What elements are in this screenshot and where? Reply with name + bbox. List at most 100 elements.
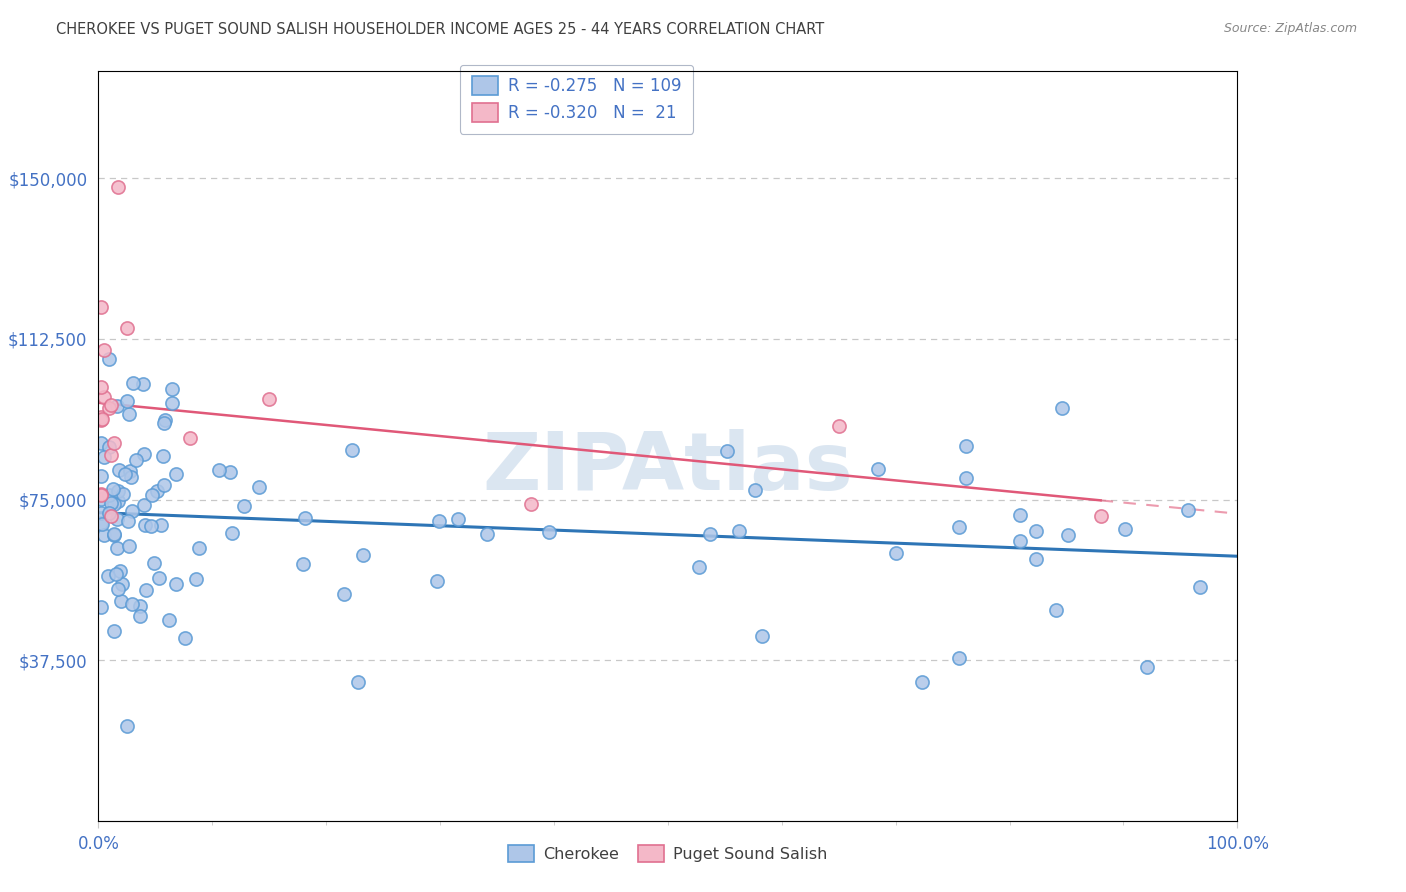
Point <box>186 572 208 586</box>
Point <box>135 582 157 597</box>
Point <box>1136 660 1159 674</box>
Point <box>475 526 498 541</box>
Point <box>688 559 710 574</box>
Point <box>107 180 129 194</box>
Point <box>751 629 773 643</box>
Point <box>166 577 188 591</box>
Point <box>125 453 148 467</box>
Point <box>148 571 170 585</box>
Point <box>294 511 316 525</box>
Point <box>1010 533 1032 548</box>
Point <box>179 431 201 445</box>
Point <box>90 435 112 450</box>
Point <box>132 376 155 391</box>
Point <box>955 439 977 453</box>
Point <box>107 582 129 597</box>
Point <box>139 519 162 533</box>
Point <box>1052 401 1074 415</box>
Point <box>249 480 271 494</box>
Point <box>98 506 121 520</box>
Point <box>90 488 112 502</box>
Point <box>160 382 183 396</box>
Point <box>107 494 129 508</box>
Point <box>1010 508 1032 522</box>
Point <box>342 442 364 457</box>
Point <box>100 508 122 523</box>
Point <box>105 399 128 413</box>
Point <box>91 516 114 531</box>
Point <box>117 393 139 408</box>
Point <box>128 608 150 623</box>
Point <box>93 528 115 542</box>
Point <box>868 462 890 476</box>
Point <box>134 518 156 533</box>
Text: CHEROKEE VS PUGET SOUND SALISH HOUSEHOLDER INCOME AGES 25 - 44 YEARS CORRELATION: CHEROKEE VS PUGET SOUND SALISH HOUSEHOLD… <box>56 22 824 37</box>
Point <box>352 548 374 562</box>
Point <box>90 600 112 615</box>
Legend: Cherokee, Puget Sound Salish: Cherokee, Puget Sound Salish <box>502 838 834 869</box>
Point <box>948 651 970 665</box>
Point <box>103 436 125 450</box>
Point <box>100 448 122 462</box>
Point <box>425 574 447 588</box>
Point <box>1025 552 1047 566</box>
Point <box>108 564 131 578</box>
Point <box>121 376 143 391</box>
Point <box>121 598 143 612</box>
Point <box>105 512 128 526</box>
Point <box>153 412 176 426</box>
Point <box>716 443 738 458</box>
Point <box>208 463 231 477</box>
Point <box>143 556 166 570</box>
Point <box>134 447 156 461</box>
Point <box>221 526 243 541</box>
Point <box>90 487 112 501</box>
Point <box>948 520 970 534</box>
Point <box>97 488 120 502</box>
Point <box>115 719 138 733</box>
Point <box>118 407 141 421</box>
Point <box>117 514 139 528</box>
Point <box>111 577 134 591</box>
Point <box>121 504 143 518</box>
Point <box>1025 524 1047 538</box>
Point <box>157 613 180 627</box>
Point <box>165 467 187 481</box>
Point <box>90 413 112 427</box>
Point <box>291 557 314 571</box>
Point <box>955 471 977 485</box>
Point <box>427 515 450 529</box>
Point <box>103 528 125 542</box>
Point <box>93 343 115 357</box>
Point <box>90 516 112 530</box>
Point <box>333 587 356 601</box>
Point <box>146 484 169 499</box>
Point <box>520 497 543 511</box>
Point <box>347 675 370 690</box>
Point <box>90 300 112 314</box>
Point <box>699 527 721 541</box>
Point <box>97 569 120 583</box>
Point <box>447 512 470 526</box>
Point <box>105 541 128 555</box>
Point <box>744 483 766 497</box>
Point <box>141 488 163 502</box>
Point <box>120 470 142 484</box>
Point <box>110 594 132 608</box>
Point <box>160 396 183 410</box>
Point <box>537 524 560 539</box>
Point <box>93 390 115 404</box>
Point <box>100 495 122 509</box>
Point <box>98 352 121 367</box>
Text: Source: ZipAtlas.com: Source: ZipAtlas.com <box>1223 22 1357 36</box>
Point <box>187 541 209 555</box>
Point <box>103 527 125 541</box>
Point <box>90 380 112 394</box>
Point <box>105 566 128 581</box>
Text: ZIPAtlas: ZIPAtlas <box>482 429 853 508</box>
Point <box>100 398 122 412</box>
Point <box>152 449 174 463</box>
Point <box>259 392 281 406</box>
Point <box>90 409 112 424</box>
Point <box>90 491 112 506</box>
